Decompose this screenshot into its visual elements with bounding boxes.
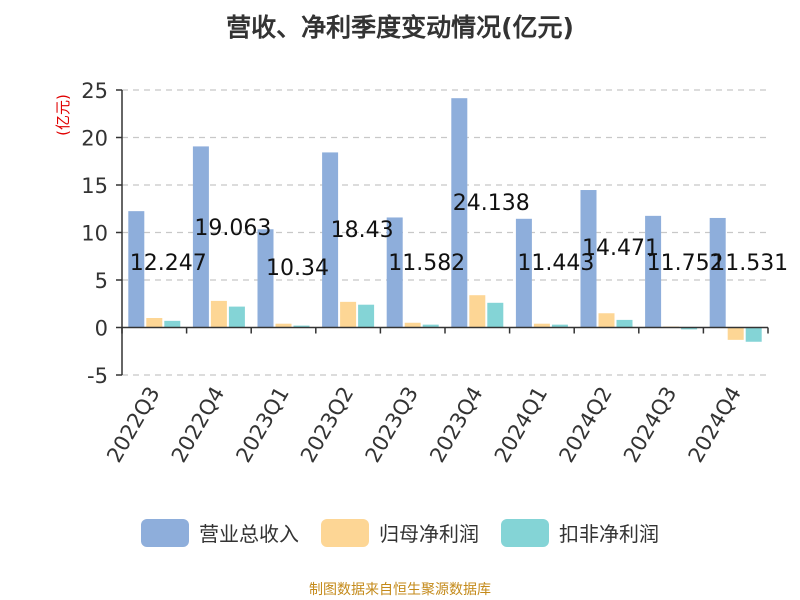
x-tick-label: 2023Q3 <box>361 383 423 467</box>
legend-item-deducted-profit[interactable]: 扣非净利润 <box>501 518 659 547</box>
legend-swatch-revenue <box>141 518 189 547</box>
bar <box>210 300 227 328</box>
x-tick-label: 2024Q3 <box>619 383 681 467</box>
bar <box>358 304 375 328</box>
legend-swatch-net-profit <box>321 518 369 547</box>
data-label: 24.138 <box>453 191 530 216</box>
bar <box>727 327 744 340</box>
data-label: 12.247 <box>130 251 207 276</box>
bar <box>192 146 209 328</box>
y-tick-label: 10 <box>81 222 108 246</box>
bar <box>580 190 597 328</box>
data-label: 11.443 <box>517 251 594 276</box>
legend-label-revenue: 营业总收入 <box>199 522 299 546</box>
x-tick-label: 2022Q3 <box>102 383 164 467</box>
bar <box>340 301 357 328</box>
data-label: 14.471 <box>582 236 659 261</box>
bar <box>128 211 145 328</box>
bar <box>386 217 403 328</box>
bar <box>451 98 468 328</box>
bar <box>293 325 310 328</box>
x-tick-label: 2024Q4 <box>684 383 746 467</box>
bar <box>404 322 421 328</box>
legend-label-deducted-profit: 扣非净利润 <box>559 522 659 546</box>
y-tick-label: 20 <box>81 127 108 151</box>
x-tick-label: 2024Q2 <box>554 383 616 467</box>
chart-title: 营收、净利季度变动情况(亿元) <box>226 13 574 42</box>
y-tick-label: 5 <box>95 269 108 293</box>
bar <box>616 319 633 328</box>
bar <box>469 295 486 328</box>
bar <box>164 320 181 328</box>
bar <box>745 327 762 342</box>
y-tick-label: 0 <box>95 317 108 341</box>
data-label: 11.752 <box>647 251 724 276</box>
bar <box>598 313 615 328</box>
bar <box>487 302 504 328</box>
x-tick-label: 2023Q2 <box>296 383 358 467</box>
bar <box>709 217 726 328</box>
bar <box>322 152 339 328</box>
y-tick-label: 15 <box>81 174 108 198</box>
x-tick-label: 2022Q4 <box>167 383 229 467</box>
bar <box>146 318 163 328</box>
data-label: 11.582 <box>388 251 465 276</box>
y-tick-label: -5 <box>87 364 108 388</box>
bar <box>422 324 439 328</box>
x-tick-label: 2023Q4 <box>425 383 487 467</box>
bar <box>645 215 662 328</box>
bar <box>551 324 568 328</box>
x-tick-label: 2024Q1 <box>490 383 552 467</box>
y-axis-label: (亿元) <box>54 94 72 136</box>
x-tick-label: 2023Q1 <box>231 383 293 467</box>
data-label: 19.063 <box>194 216 271 241</box>
data-label: 18.43 <box>331 218 394 243</box>
bar <box>533 323 550 328</box>
bar <box>275 323 292 328</box>
bar <box>681 327 698 330</box>
legend-item-revenue[interactable]: 营业总收入 <box>141 518 299 547</box>
data-source-note: 制图数据来自恒生聚源数据库 <box>309 582 491 598</box>
legend: 营业总收入 归母净利润 扣非净利润 <box>0 518 800 547</box>
data-label: 11.531 <box>711 251 788 276</box>
data-label: 10.34 <box>266 256 329 281</box>
bar <box>257 229 274 328</box>
legend-label-net-profit: 归母净利润 <box>379 522 479 546</box>
legend-swatch-deducted-profit <box>501 518 549 547</box>
bar <box>515 218 532 328</box>
legend-item-net-profit[interactable]: 归母净利润 <box>321 518 479 547</box>
y-tick-label: 25 <box>81 79 108 103</box>
bar <box>228 306 245 328</box>
